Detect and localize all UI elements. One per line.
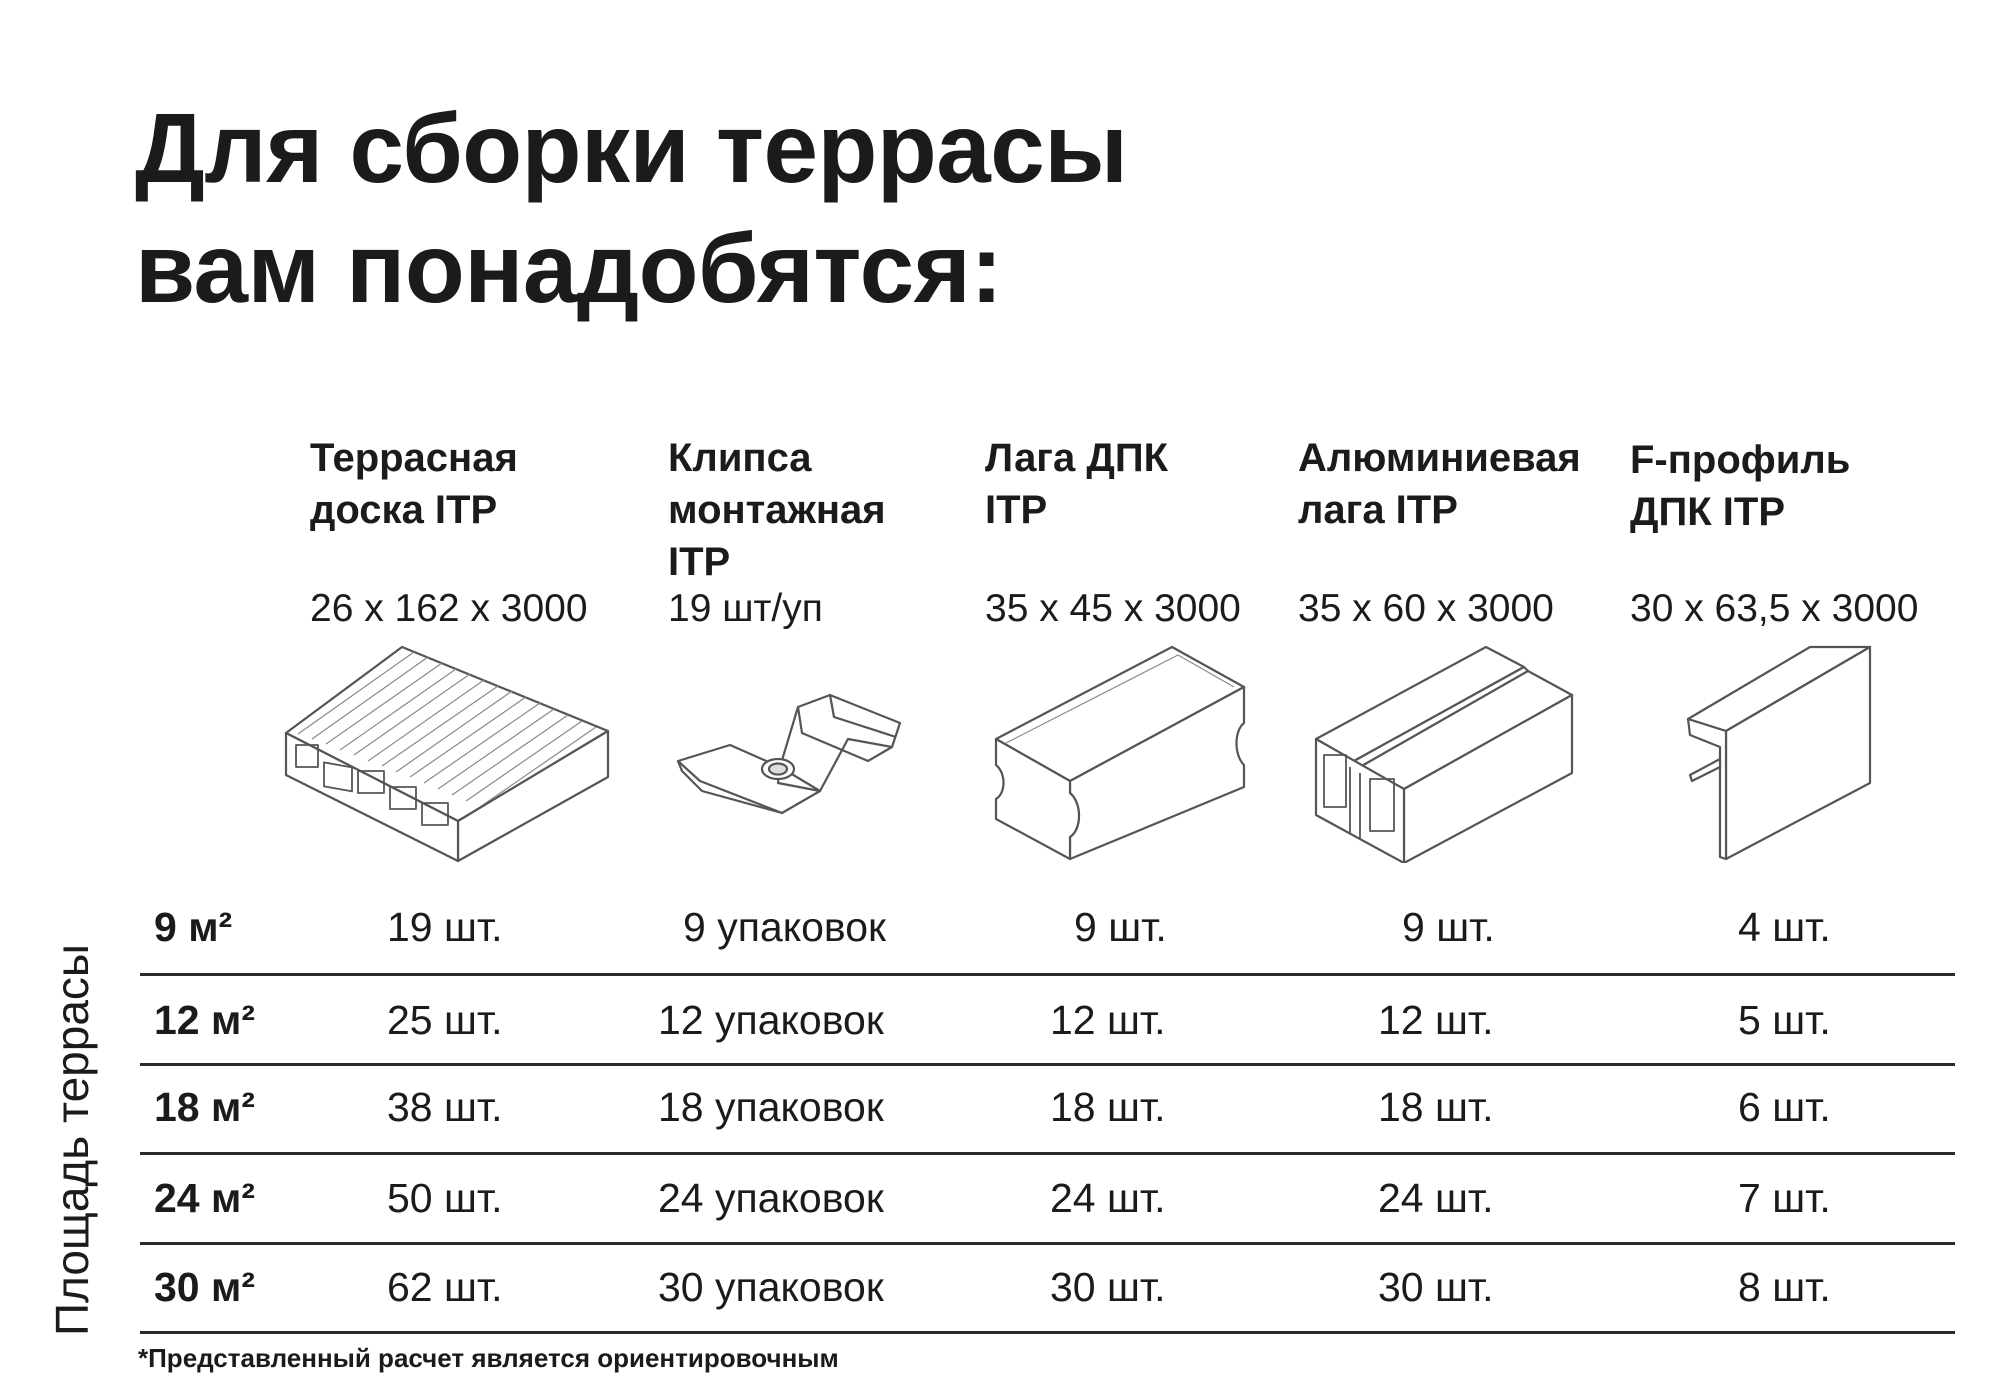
mounting-clip-icon: [670, 683, 910, 818]
area-cell: 12 м²: [154, 997, 255, 1043]
area-cell: 18 м²: [154, 1084, 255, 1130]
f-profile-qty: 8 шт.: [1738, 1264, 1831, 1310]
aluminium-joist-qty: 18 шт.: [1378, 1084, 1494, 1130]
product-name-line: F-профиль: [1630, 438, 1851, 482]
product-name-line: Клипса: [668, 436, 812, 480]
decking-board-icon: [282, 643, 612, 863]
page-title: Для сборки террасы вам понадобятся:: [135, 88, 1128, 328]
table-row: 30 м² 62 шт. 30 упаковок 30 шт. 30 шт. 8…: [140, 1243, 1955, 1331]
product-size-mounting-clip: 19 шт/уп: [668, 587, 823, 630]
table-row: 12 м² 25 шт. 12 упаковок 12 шт. 12 шт. 5…: [140, 976, 1955, 1064]
table-row: 9 м² 19 шт. 9 упаковок 9 шт. 9 шт. 4 шт.: [140, 883, 1955, 971]
decking-board-qty: 62 шт.: [387, 1264, 503, 1310]
product-name-line: монтажная: [668, 488, 886, 532]
aluminium-joist-icon: [1310, 643, 1580, 863]
mounting-clip-qty: 24 упаковок: [658, 1175, 884, 1221]
table-row: 24 м² 50 шт. 24 упаковок 24 шт. 24 шт. 7…: [140, 1154, 1955, 1242]
mounting-clip-qty: 18 упаковок: [658, 1084, 884, 1130]
area-cell: 30 м²: [154, 1264, 255, 1310]
wpc-joist-icon: [990, 643, 1250, 863]
product-name-line: Лага ДПК: [985, 436, 1168, 480]
product-name-wpc-joist: Лага ДПК ITP: [985, 432, 1168, 536]
product-name-mounting-clip: Клипса монтажная ITP: [668, 432, 886, 588]
row-divider: [140, 1331, 1955, 1334]
product-size-aluminium-joist: 35 x 60 x 3000: [1298, 587, 1554, 630]
wpc-joist-qty: 30 шт.: [1050, 1264, 1166, 1310]
footnote: *Представленный расчет является ориентир…: [138, 1343, 839, 1373]
product-size-wpc-joist: 35 x 45 x 3000: [985, 587, 1241, 630]
product-name-aluminium-joist: Алюминиевая лага ITP: [1298, 432, 1581, 536]
aluminium-joist-qty: 24 шт.: [1378, 1175, 1494, 1221]
f-profile-qty: 6 шт.: [1738, 1084, 1831, 1130]
decking-board-qty: 38 шт.: [387, 1084, 503, 1130]
product-name-line: ITP: [668, 540, 731, 584]
decking-board-qty: 19 шт.: [387, 904, 503, 950]
product-name-line: Алюминиевая: [1298, 436, 1581, 480]
decking-board-qty: 25 шт.: [387, 997, 503, 1043]
aluminium-joist-qty: 30 шт.: [1378, 1264, 1494, 1310]
product-name-line: лага ITP: [1298, 488, 1458, 532]
aluminium-joist-qty: 12 шт.: [1378, 997, 1494, 1043]
f-profile-icon: [1680, 643, 1880, 863]
product-size-decking-board: 26 x 162 x 3000: [310, 587, 588, 630]
row-divider: [140, 1063, 1955, 1066]
mounting-clip-qty: 30 упаковок: [658, 1264, 884, 1310]
area-cell: 24 м²: [154, 1175, 255, 1221]
decking-board-qty: 50 шт.: [387, 1175, 503, 1221]
product-name-decking-board: Террасная доска ITP: [310, 432, 518, 536]
row-divider: [140, 973, 1955, 976]
aluminium-joist-qty: 9 шт.: [1402, 904, 1495, 950]
product-name-line: ДПК ITP: [1630, 490, 1785, 534]
mounting-clip-qty: 12 упаковок: [658, 997, 884, 1043]
product-size-f-profile: 30 x 63,5 x 3000: [1630, 587, 1919, 630]
page-title-line-2: вам понадобятся:: [135, 213, 1003, 323]
wpc-joist-qty: 9 шт.: [1074, 904, 1167, 950]
page-title-line-1: Для сборки террасы: [135, 93, 1128, 203]
row-axis-label: Площадь террасы: [46, 944, 98, 1336]
area-cell: 9 м²: [154, 904, 233, 950]
product-name-line: Террасная: [310, 436, 518, 480]
row-divider: [140, 1152, 1955, 1155]
f-profile-qty: 4 шт.: [1738, 904, 1831, 950]
wpc-joist-qty: 24 шт.: [1050, 1175, 1166, 1221]
product-name-line: ITP: [985, 488, 1048, 532]
table-row: 18 м² 38 шт. 18 упаковок 18 шт. 18 шт. 6…: [140, 1063, 1955, 1151]
f-profile-qty: 7 шт.: [1738, 1175, 1831, 1221]
wpc-joist-qty: 18 шт.: [1050, 1084, 1166, 1130]
row-divider: [140, 1242, 1955, 1245]
f-profile-qty: 5 шт.: [1738, 997, 1831, 1043]
product-name-line: доска ITP: [310, 488, 498, 532]
mounting-clip-qty: 9 упаковок: [683, 904, 886, 950]
wpc-joist-qty: 12 шт.: [1050, 997, 1166, 1043]
product-name-f-profile: F-профиль ДПК ITP: [1630, 434, 1850, 538]
